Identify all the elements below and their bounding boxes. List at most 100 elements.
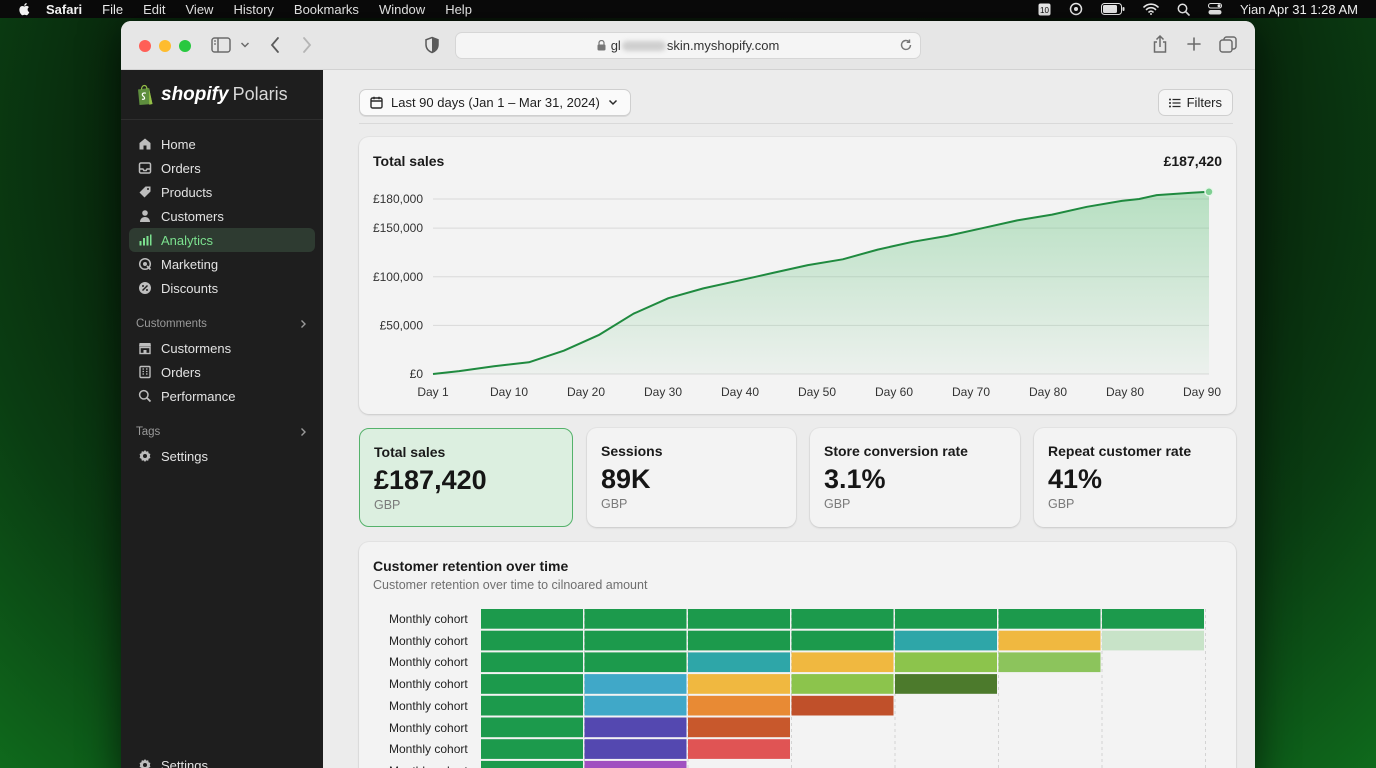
retention-cell[interactable] xyxy=(481,739,583,759)
retention-cell[interactable] xyxy=(481,717,583,738)
zoom-window-button[interactable] xyxy=(179,40,191,52)
retention-cell[interactable] xyxy=(791,609,894,629)
menu-help[interactable]: Help xyxy=(445,1,472,17)
retention-cell[interactable] xyxy=(791,674,894,694)
retention-cell[interactable] xyxy=(1102,609,1204,629)
back-icon[interactable] xyxy=(269,36,281,54)
retention-cell[interactable] xyxy=(895,630,997,651)
sales-line[interactable] xyxy=(432,190,1210,375)
retention-cell[interactable] xyxy=(584,717,687,738)
reload-icon[interactable] xyxy=(899,38,913,52)
retention-cell[interactable] xyxy=(481,652,583,673)
sidebar-footer-settings[interactable]: Settings xyxy=(129,753,315,768)
retention-cell[interactable] xyxy=(688,652,790,673)
total-sales-chart[interactable]: £0 £50,000 £100,000 £150,000 £180,000 Day 1 Da… xyxy=(359,137,1236,414)
retention-cell[interactable] xyxy=(791,630,894,651)
retention-cell[interactable] xyxy=(584,652,687,673)
sidebar-item-discounts[interactable]: Discounts xyxy=(129,276,315,300)
inbox-icon xyxy=(138,161,152,175)
close-window-button[interactable] xyxy=(139,40,151,52)
settings-status-icon[interactable] xyxy=(1069,2,1083,16)
sales-end-point[interactable] xyxy=(1204,187,1214,197)
retention-cell[interactable] xyxy=(791,652,894,673)
battery-icon[interactable] xyxy=(1100,3,1125,15)
store-icon xyxy=(138,341,152,355)
sidebar-item-orders[interactable]: Orders xyxy=(129,156,315,180)
retention-cell[interactable] xyxy=(584,739,687,759)
retention-cell[interactable] xyxy=(998,652,1101,673)
retention-cell[interactable] xyxy=(584,609,687,629)
tab-overview-icon[interactable] xyxy=(1219,36,1237,54)
retention-cell[interactable] xyxy=(791,695,894,716)
retention-cell[interactable] xyxy=(584,630,687,651)
sidebar-item-performance[interactable]: Performance xyxy=(129,384,315,408)
retention-cell[interactable] xyxy=(998,609,1101,629)
menu-file[interactable]: File xyxy=(102,1,124,17)
privacy-shield-icon[interactable] xyxy=(424,36,440,54)
x-tick-label: Day 80 xyxy=(1106,385,1144,399)
sidebar-item-orders-secondary[interactable]: Orders xyxy=(129,360,315,384)
menu-bookmarks[interactable]: Bookmarks xyxy=(293,1,359,17)
x-tick-label: Day 40 xyxy=(721,385,759,399)
sidebar-item-customers[interactable]: Customers xyxy=(129,204,315,228)
metric-card-conversion-rate[interactable]: Store conversion rate 3.1% GBP xyxy=(810,428,1020,527)
retention-heatmap[interactable] xyxy=(359,542,1236,768)
retention-cell[interactable] xyxy=(688,674,790,694)
retention-cell[interactable] xyxy=(998,630,1101,651)
shopify-brand[interactable]: shopify Polaris xyxy=(121,70,323,120)
menu-app-name[interactable]: Safari xyxy=(46,1,83,17)
sidebar-item-settings[interactable]: Settings xyxy=(129,444,315,468)
sidebar-item-home[interactable]: Home xyxy=(129,132,315,156)
sidebar-item-analytics[interactable]: Analytics xyxy=(129,228,315,252)
address-bar[interactable]: gl skin.myshopify.com xyxy=(455,32,921,59)
retention-cell[interactable] xyxy=(584,695,687,716)
menu-view[interactable]: View xyxy=(185,1,214,17)
retention-cell[interactable] xyxy=(481,630,583,651)
sidebar-item-label: Products xyxy=(161,184,213,200)
apple-icon[interactable] xyxy=(18,2,32,16)
wifi-icon[interactable] xyxy=(1143,3,1159,15)
retention-cell[interactable] xyxy=(688,695,790,716)
date-status-icon[interactable]: 10 xyxy=(1038,3,1051,16)
chevron-down-icon[interactable] xyxy=(240,41,250,49)
spotlight-search-icon[interactable] xyxy=(1177,3,1190,16)
new-tab-icon[interactable] xyxy=(1186,36,1202,52)
metric-card-repeat-rate[interactable]: Repeat customer rate 41% GBP xyxy=(1034,428,1236,527)
control-center-icon[interactable] xyxy=(1207,3,1222,15)
retention-cell[interactable] xyxy=(688,717,790,738)
sidebar-item-custormens[interactable]: Custormens xyxy=(129,336,315,360)
metric-card-sessions[interactable]: Sessions 89K GBP xyxy=(587,428,796,527)
sidebar-item-products[interactable]: Products xyxy=(129,180,315,204)
menu-clock[interactable]: Yian Apr 31 1:28 AM xyxy=(1239,1,1358,17)
y-tick-label: £0 xyxy=(410,367,424,381)
date-range-picker[interactable]: Last 90 days (Jan 1 – Mar 31, 2024) xyxy=(359,89,631,116)
sidebar-item-label: Marketing xyxy=(161,256,219,272)
sidebar-section-customments[interactable]: Customments xyxy=(129,312,315,336)
retention-cell[interactable] xyxy=(584,760,687,768)
retention-cell[interactable] xyxy=(584,674,687,694)
retention-cell[interactable] xyxy=(688,609,790,629)
retention-cell[interactable] xyxy=(895,652,997,673)
retention-cell[interactable] xyxy=(688,739,790,759)
menu-window[interactable]: Window xyxy=(378,1,426,17)
retention-cell[interactable] xyxy=(1102,630,1204,651)
minimize-window-button[interactable] xyxy=(159,40,171,52)
retention-cell[interactable] xyxy=(895,609,997,629)
retention-cell[interactable] xyxy=(481,760,583,768)
retention-cell[interactable] xyxy=(688,630,790,651)
filters-button[interactable]: Filters xyxy=(1157,89,1233,116)
sidebar-section-tags[interactable]: Tags xyxy=(129,420,315,444)
retention-cell[interactable] xyxy=(481,609,583,629)
retention-cell[interactable] xyxy=(481,695,583,716)
metric-card-total-sales[interactable]: Total sales £187,420 GBP xyxy=(359,428,573,527)
menu-edit[interactable]: Edit xyxy=(143,1,166,17)
menu-history[interactable]: History xyxy=(233,1,274,17)
x-tick-label: Day 90 xyxy=(1183,385,1221,399)
sales-card-title: Total sales xyxy=(373,153,445,169)
retention-cell[interactable] xyxy=(481,674,583,694)
forward-icon[interactable] xyxy=(301,36,313,54)
retention-cell[interactable] xyxy=(895,674,997,694)
sidebar-toggle-icon[interactable] xyxy=(211,36,231,54)
share-icon[interactable] xyxy=(1152,34,1168,54)
sidebar-item-marketing[interactable]: Marketing xyxy=(129,252,315,276)
